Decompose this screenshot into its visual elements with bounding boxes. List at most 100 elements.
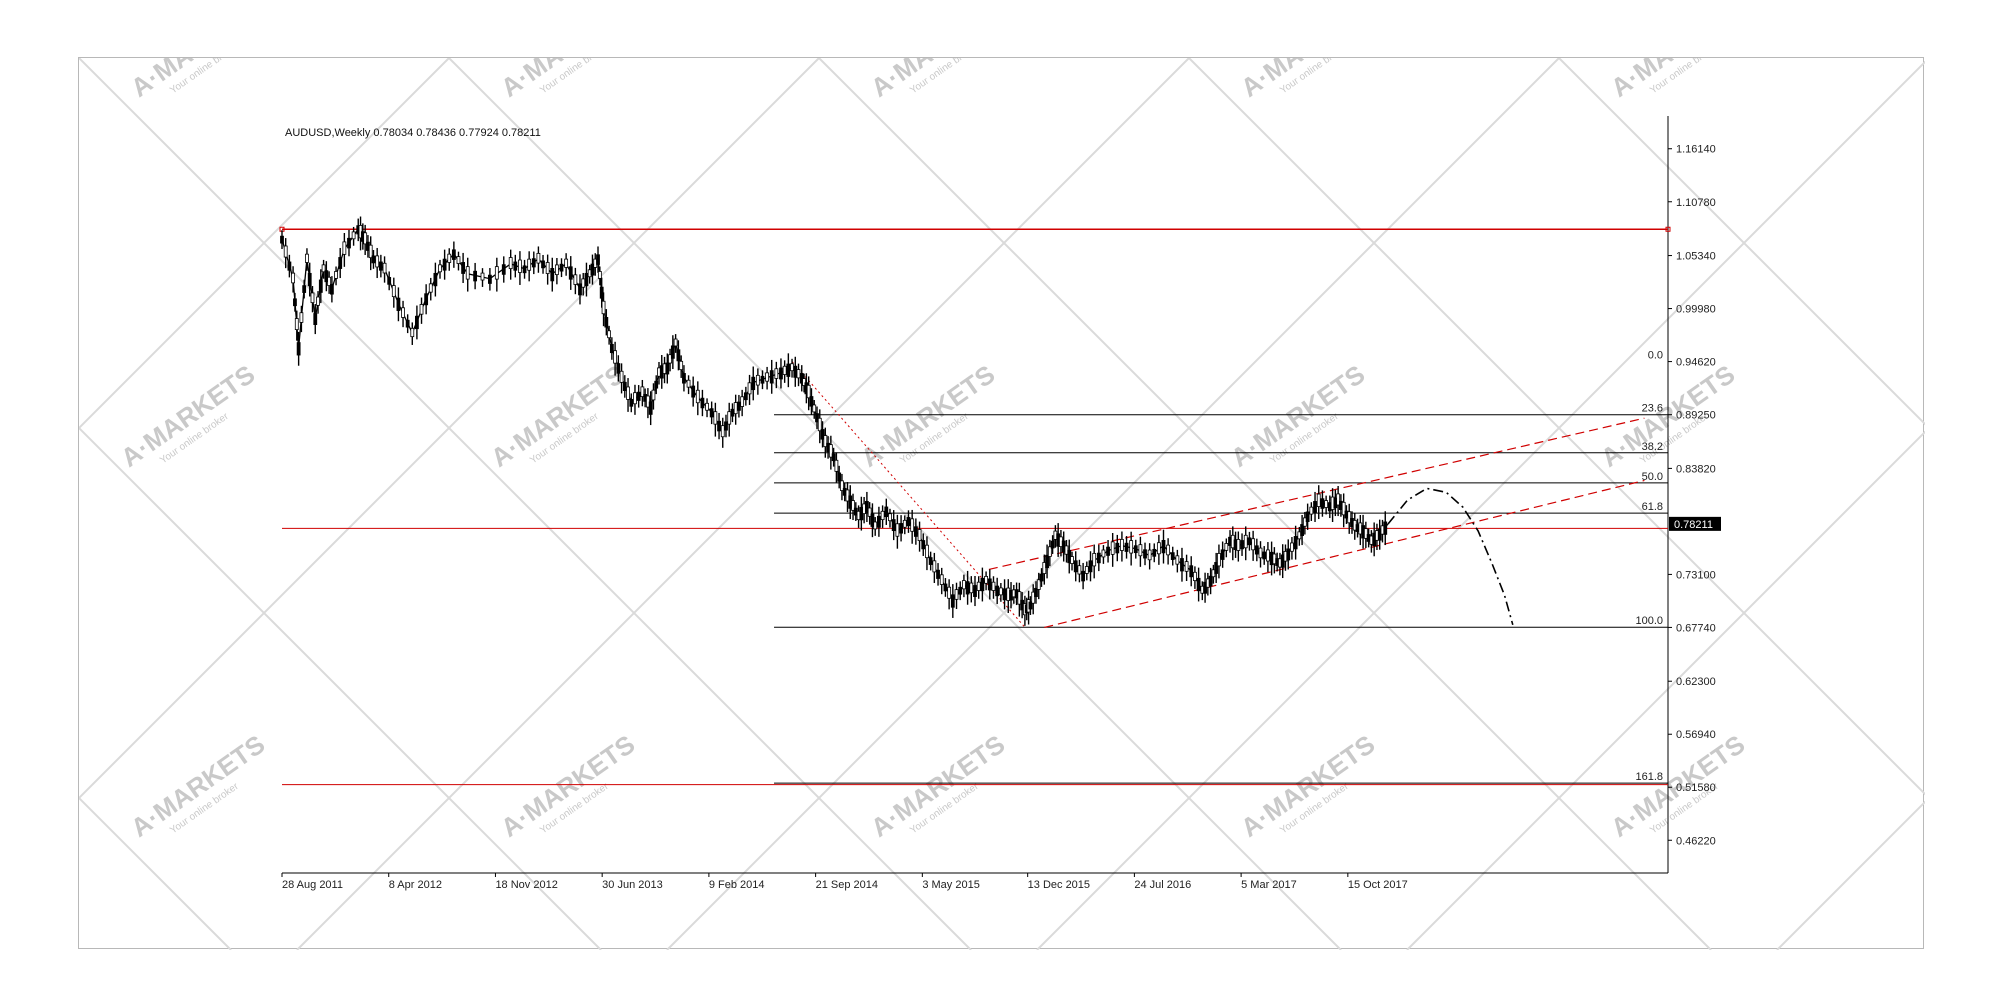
candle-body xyxy=(613,350,618,364)
candle-body xyxy=(1031,591,1036,604)
candle-body xyxy=(619,370,624,383)
candle-body xyxy=(958,586,963,595)
candle-body xyxy=(1045,554,1049,569)
y-tick-label: 0.46220 xyxy=(1676,835,1716,847)
candle-body xyxy=(1341,501,1346,516)
candle-body xyxy=(740,396,745,407)
candle-body xyxy=(724,421,728,431)
x-tick-label: 13 Dec 2015 xyxy=(1028,879,1090,891)
candle-body xyxy=(518,259,522,273)
y-tick-label: 0.56940 xyxy=(1676,729,1716,741)
candle-body xyxy=(727,411,732,425)
candle-body xyxy=(629,398,634,407)
fib-label: 23.6 xyxy=(1642,403,1663,415)
candle-body xyxy=(1034,587,1038,598)
candle-body xyxy=(670,345,675,359)
candle-body xyxy=(1073,560,1078,573)
candle-body xyxy=(305,253,309,263)
candle-body xyxy=(1002,588,1007,601)
watermark-line xyxy=(1188,58,1925,796)
candle-body xyxy=(1320,498,1325,509)
candle-body xyxy=(568,266,573,280)
candle-body xyxy=(733,402,738,415)
candle-body xyxy=(665,362,670,375)
candle-body xyxy=(796,369,801,379)
candle-body xyxy=(877,515,881,528)
candle-body xyxy=(280,235,284,244)
candle-body xyxy=(1156,542,1161,555)
watermark-brand: A·MARKETS xyxy=(125,729,270,843)
candle-body xyxy=(1240,540,1244,550)
candle-body xyxy=(596,254,600,265)
candle-body xyxy=(995,585,1000,597)
x-tick-label: 18 Nov 2012 xyxy=(495,879,557,891)
candle-body xyxy=(950,594,955,608)
candle-body xyxy=(730,408,735,417)
candle-body xyxy=(473,270,478,282)
watermark-brand: A·MARKETS xyxy=(1225,359,1370,473)
candle-body xyxy=(921,540,926,550)
candle-body xyxy=(751,376,756,391)
current-price-box xyxy=(1669,516,1721,531)
candle-body xyxy=(371,255,376,264)
candle-body xyxy=(508,257,513,270)
candle-body xyxy=(828,444,833,458)
watermark-line xyxy=(79,58,450,430)
candle-body xyxy=(419,304,424,315)
x-tick-label: 28 Aug 2011 xyxy=(282,879,343,891)
watermark-brand: A·MARKETS xyxy=(485,359,630,473)
candle-body xyxy=(633,392,637,405)
candle-body xyxy=(1293,536,1298,550)
watermark-line xyxy=(1036,60,1925,950)
candle-body xyxy=(1166,544,1171,556)
watermark-brand: A·MARKETS xyxy=(865,729,1010,843)
candle-body xyxy=(654,380,659,389)
candle-body xyxy=(1336,493,1341,506)
candle-body xyxy=(809,396,814,407)
candle-body xyxy=(969,582,974,594)
candle-body xyxy=(962,580,966,590)
watermark-brand: A·MARKETS xyxy=(495,58,640,103)
candle-body xyxy=(342,241,347,255)
watermark-brand: A·MARKETS xyxy=(865,58,1010,103)
candle-body xyxy=(765,372,769,382)
x-tick-label: 21 Sep 2014 xyxy=(816,879,878,891)
candle-body xyxy=(831,453,836,462)
candle-body xyxy=(779,367,783,380)
candle-body xyxy=(1110,541,1115,555)
trend-channel xyxy=(988,417,1645,629)
candle-body xyxy=(1236,539,1241,551)
candle-body xyxy=(302,285,307,293)
candle-body xyxy=(1251,538,1256,551)
candle-body xyxy=(599,286,604,299)
candle-body xyxy=(998,587,1003,596)
candle-body xyxy=(691,385,696,398)
candle-body xyxy=(747,382,752,395)
candle-body xyxy=(554,264,559,276)
candle-body xyxy=(1347,511,1352,524)
candle-body xyxy=(1220,549,1225,560)
candle-body xyxy=(790,363,794,372)
candle-body xyxy=(590,263,595,276)
candle-body xyxy=(1184,561,1189,572)
candle-body xyxy=(1120,539,1124,551)
candle-body xyxy=(815,413,819,423)
candle-body xyxy=(1208,575,1213,587)
candle-body xyxy=(1324,500,1329,508)
candle-body xyxy=(1189,565,1194,578)
candle-body xyxy=(1377,528,1382,541)
candle-body xyxy=(616,363,621,374)
candle-body xyxy=(817,417,822,432)
candle-body xyxy=(947,586,952,599)
fib-diagonal xyxy=(791,361,1026,628)
candle-body xyxy=(1152,548,1157,557)
candle-body xyxy=(527,258,532,271)
candle-body xyxy=(1138,544,1143,557)
candle-body xyxy=(347,237,351,249)
candle-body xyxy=(1028,601,1033,610)
